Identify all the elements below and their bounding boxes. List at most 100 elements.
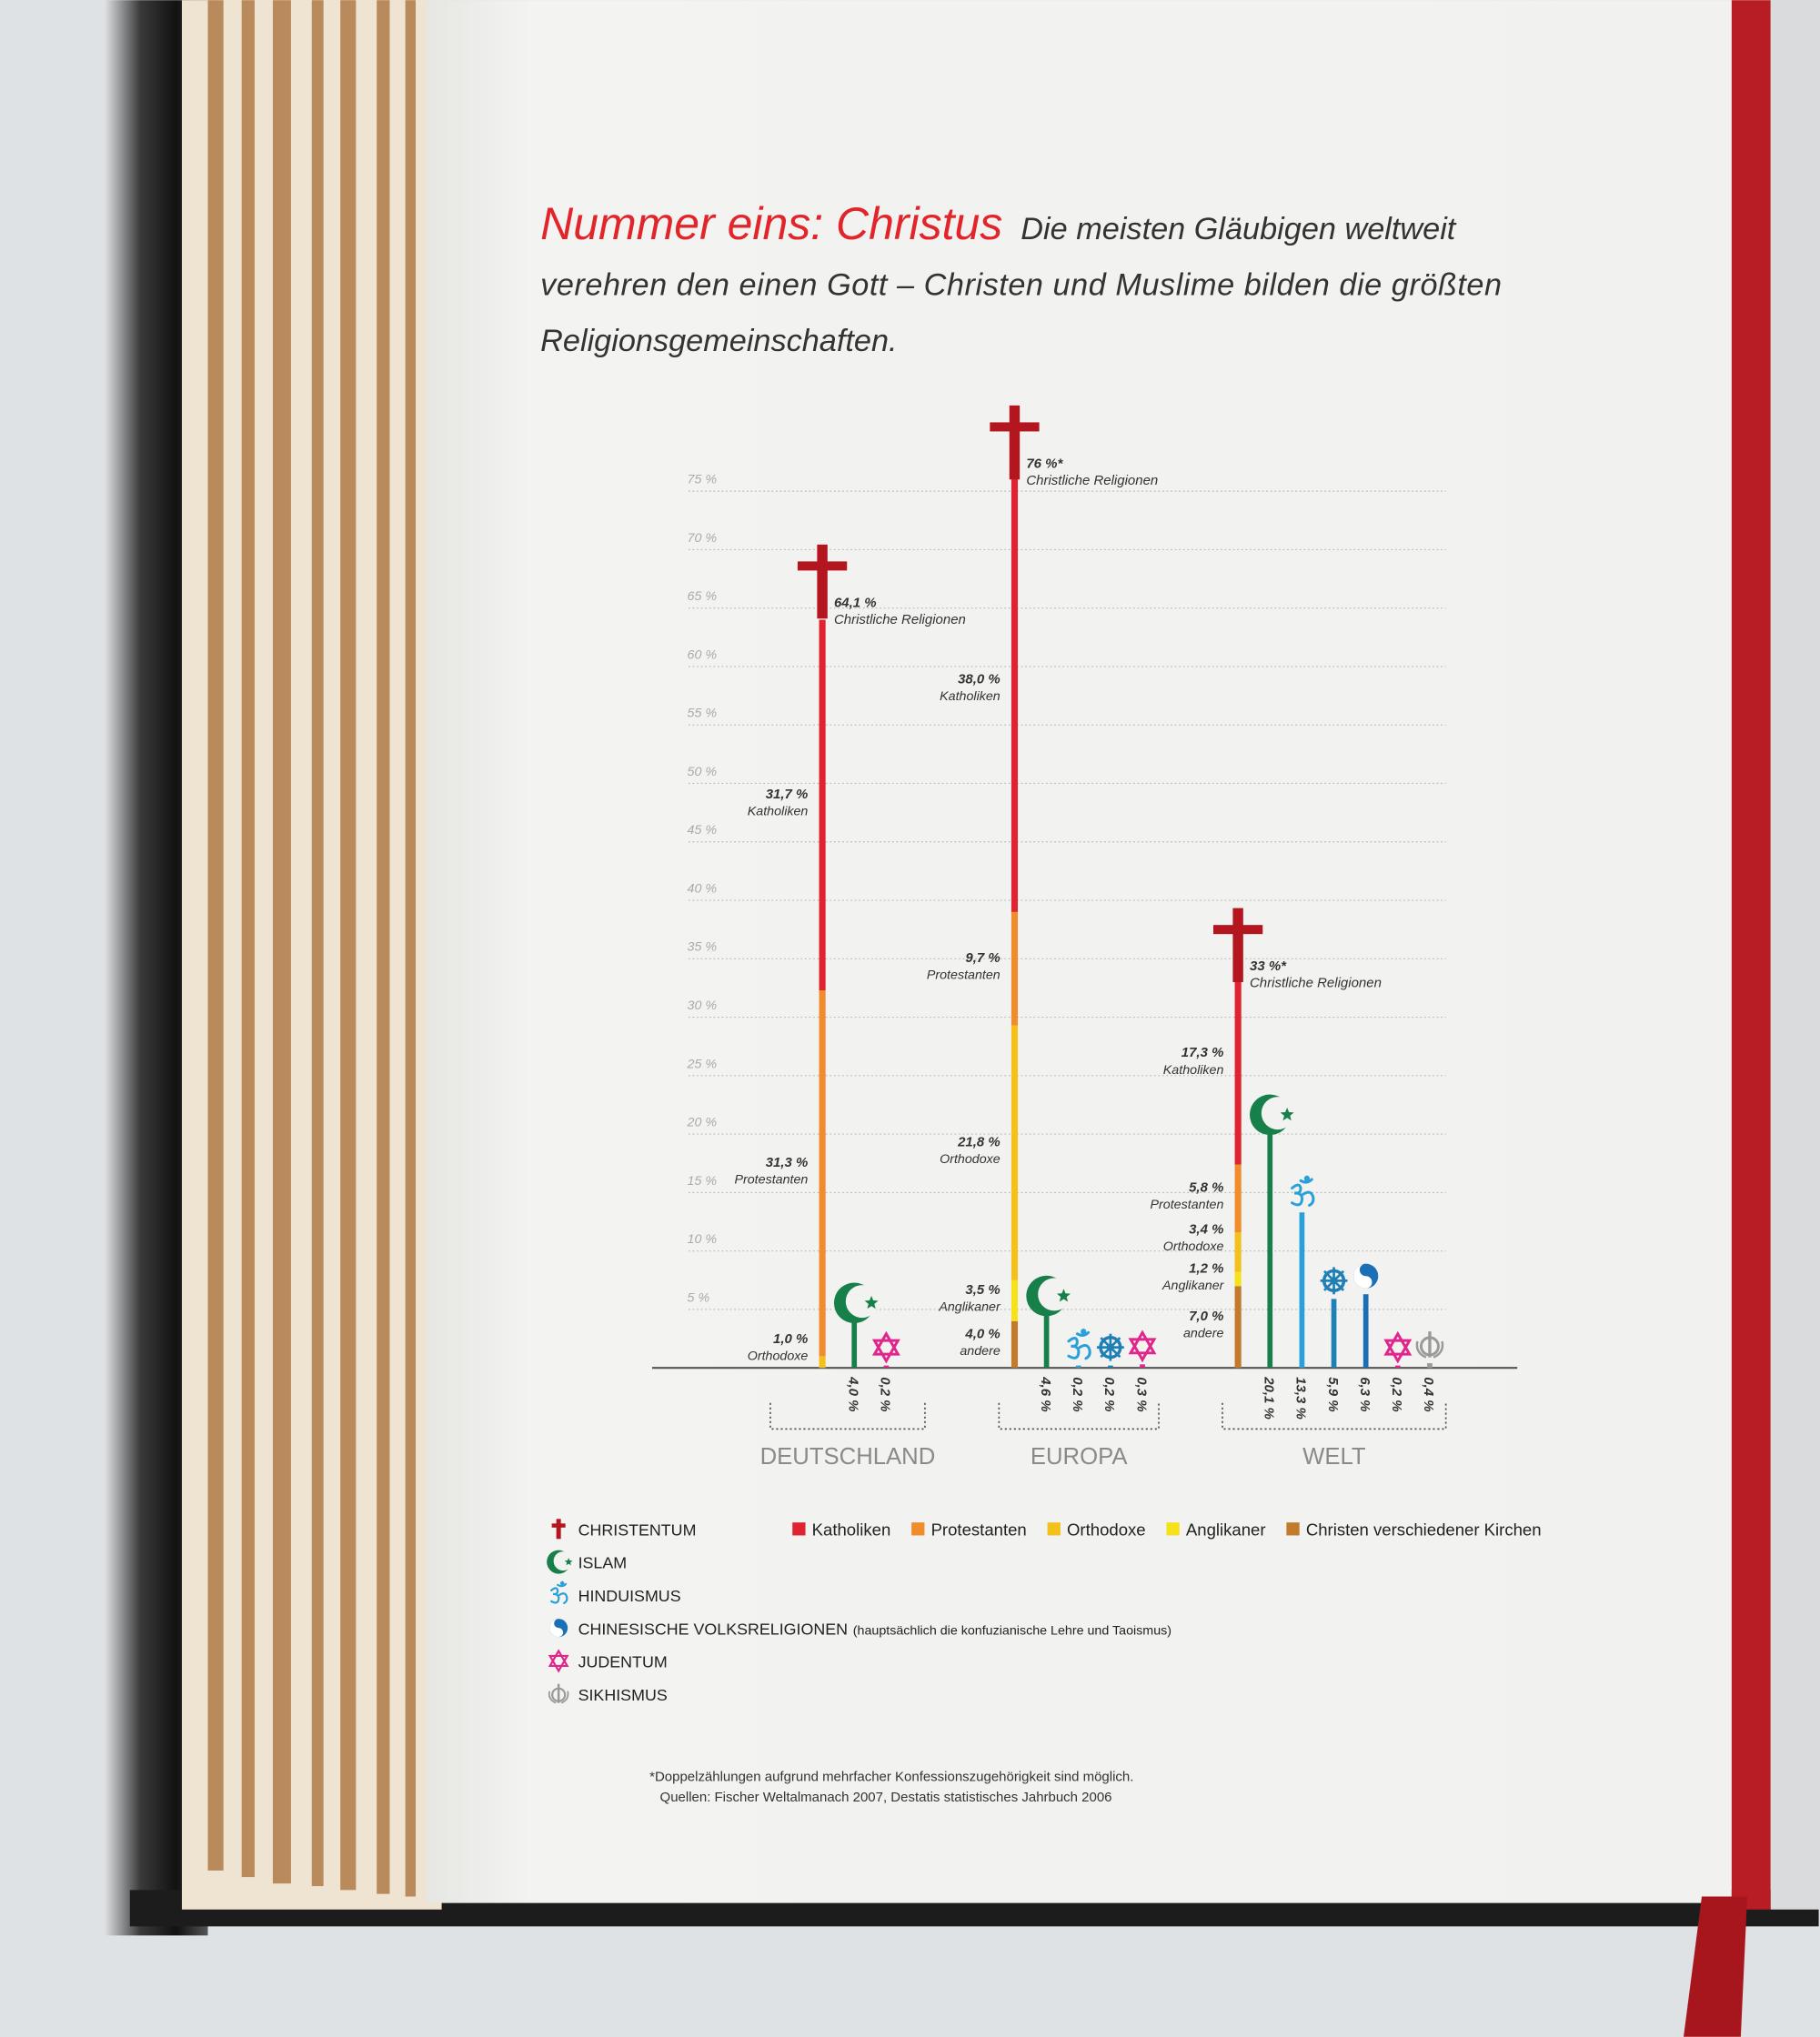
y-tick-label: 10 % bbox=[688, 1232, 718, 1247]
bar-stem bbox=[1362, 1294, 1369, 1369]
segment-label: Orthodoxe bbox=[1163, 1239, 1224, 1254]
icon-part bbox=[1323, 1281, 1333, 1291]
icon-part bbox=[550, 1580, 568, 1604]
y-tick-label: 75 % bbox=[688, 473, 718, 487]
icon-part bbox=[871, 1339, 900, 1364]
segment-label: Protestanten bbox=[734, 1173, 808, 1188]
cross-beam bbox=[990, 422, 1040, 432]
legend-label: Christen verschiedener Kirchen bbox=[1306, 1520, 1542, 1539]
icon-part bbox=[1363, 1279, 1368, 1285]
icon-part bbox=[1100, 1348, 1110, 1359]
bar-value-label: 6,3 % bbox=[1357, 1377, 1373, 1411]
stripe bbox=[377, 0, 390, 1894]
bar-icon bbox=[1383, 1330, 1413, 1364]
icon-part bbox=[1334, 1281, 1345, 1291]
segment-value-label: 5,8 % bbox=[1189, 1180, 1223, 1196]
stripe bbox=[241, 0, 255, 1878]
icon-part bbox=[1128, 1338, 1157, 1363]
bar-stem bbox=[1299, 1212, 1305, 1369]
next-page bbox=[1770, 0, 1820, 1910]
group-bracket bbox=[1222, 1402, 1447, 1430]
icon-part bbox=[1106, 1343, 1114, 1351]
bar-stem bbox=[1267, 1132, 1273, 1369]
bar-segment bbox=[1234, 962, 1242, 1165]
bar-segment bbox=[1011, 911, 1019, 1026]
y-tick-label: 35 % bbox=[688, 940, 718, 955]
y-tick-label: 30 % bbox=[688, 998, 718, 1013]
legend-swatch bbox=[1047, 1522, 1061, 1536]
bar-icon bbox=[1128, 1330, 1157, 1363]
legend-icon bbox=[547, 1550, 573, 1574]
legend-icon bbox=[551, 1519, 566, 1540]
legend-label: Anglikaner bbox=[1186, 1520, 1266, 1539]
footnote: *Doppelzählungen aufgrund mehrfacher Kon… bbox=[649, 1769, 1133, 1784]
segment-value-label: 21,8 % bbox=[957, 1135, 1000, 1150]
y-tick-label: 40 % bbox=[688, 881, 718, 896]
bar-value-label: 13,3 % bbox=[1293, 1377, 1309, 1420]
icon-part bbox=[548, 1649, 569, 1668]
icon-part bbox=[1111, 1337, 1121, 1347]
icon-part bbox=[564, 1557, 573, 1566]
bar-segment bbox=[819, 1356, 826, 1369]
page-edge-stripes bbox=[207, 0, 417, 1897]
bar-stem bbox=[851, 1320, 858, 1369]
total-label: 76 %* bbox=[1026, 456, 1063, 471]
icon-part bbox=[1128, 1330, 1157, 1355]
total-note: Christliche Religionen bbox=[1026, 473, 1158, 488]
bar-segment bbox=[1011, 1025, 1019, 1280]
bar-value-label: 4,6 % bbox=[1038, 1376, 1053, 1411]
legend-icon bbox=[548, 1683, 569, 1704]
bar-segment bbox=[1234, 1271, 1242, 1287]
bar-stem bbox=[1075, 1365, 1081, 1369]
y-tick-label: 45 % bbox=[688, 823, 718, 838]
segment-label: Orthodoxe bbox=[748, 1350, 809, 1364]
icon-part bbox=[1100, 1337, 1110, 1347]
segment-value-label: 1,0 % bbox=[773, 1331, 808, 1347]
total-label: 33 %* bbox=[1250, 958, 1287, 974]
segment-value-label: 3,5 % bbox=[965, 1282, 1000, 1298]
bar-icon bbox=[871, 1330, 900, 1364]
legend-label: CHRISTENTUM bbox=[578, 1520, 697, 1539]
bar-stem bbox=[1427, 1363, 1433, 1369]
stripe bbox=[272, 0, 291, 1884]
icon-part bbox=[1261, 1097, 1294, 1130]
segment-label: Protestanten bbox=[927, 968, 1000, 983]
cross bbox=[797, 544, 848, 619]
icon-part bbox=[548, 1691, 569, 1704]
icon-part bbox=[548, 1654, 569, 1673]
ribbon-tail bbox=[1684, 1896, 1748, 2037]
y-tick-label: 5 % bbox=[688, 1290, 710, 1305]
bar-icon bbox=[1026, 1275, 1071, 1317]
icon-part bbox=[1330, 1277, 1338, 1285]
legend-label: Orthodoxe bbox=[1067, 1520, 1146, 1539]
icon-part bbox=[1363, 1268, 1368, 1272]
icon-part bbox=[551, 1523, 566, 1528]
bar-value-label: 0,2 % bbox=[1389, 1377, 1404, 1411]
legend-note: (hauptsächlich die konfuzianische Lehre … bbox=[853, 1623, 1171, 1638]
icon-part bbox=[1067, 1329, 1091, 1360]
icon-part bbox=[556, 1519, 561, 1540]
bar-segment bbox=[1011, 1320, 1019, 1369]
bar-icon bbox=[1291, 1175, 1315, 1207]
segment-label: Katholiken bbox=[748, 805, 809, 819]
y-tick-label: 50 % bbox=[688, 765, 718, 779]
y-tick-label: 25 % bbox=[687, 1057, 718, 1071]
bar-icon bbox=[1353, 1263, 1379, 1289]
total-note: Christliche Religionen bbox=[834, 612, 966, 627]
legend-icon bbox=[548, 1649, 569, 1673]
cross-stem bbox=[817, 544, 828, 619]
bar-segment bbox=[819, 990, 826, 1357]
y-tick-label: 15 % bbox=[688, 1174, 718, 1189]
cross-stem bbox=[1009, 405, 1021, 480]
legend-label: JUDENTUM bbox=[578, 1653, 668, 1671]
bar-stem bbox=[883, 1365, 890, 1369]
y-tick-label: 20 % bbox=[687, 1116, 718, 1130]
cross-beam bbox=[1213, 925, 1263, 935]
segment-value-label: 3,4 % bbox=[1189, 1222, 1223, 1238]
stripe bbox=[311, 0, 324, 1887]
bar-icon bbox=[1096, 1333, 1124, 1361]
legend-icon bbox=[550, 1580, 568, 1604]
bar-value-label: 4,0 % bbox=[846, 1376, 861, 1411]
bar-icon bbox=[1415, 1331, 1444, 1359]
